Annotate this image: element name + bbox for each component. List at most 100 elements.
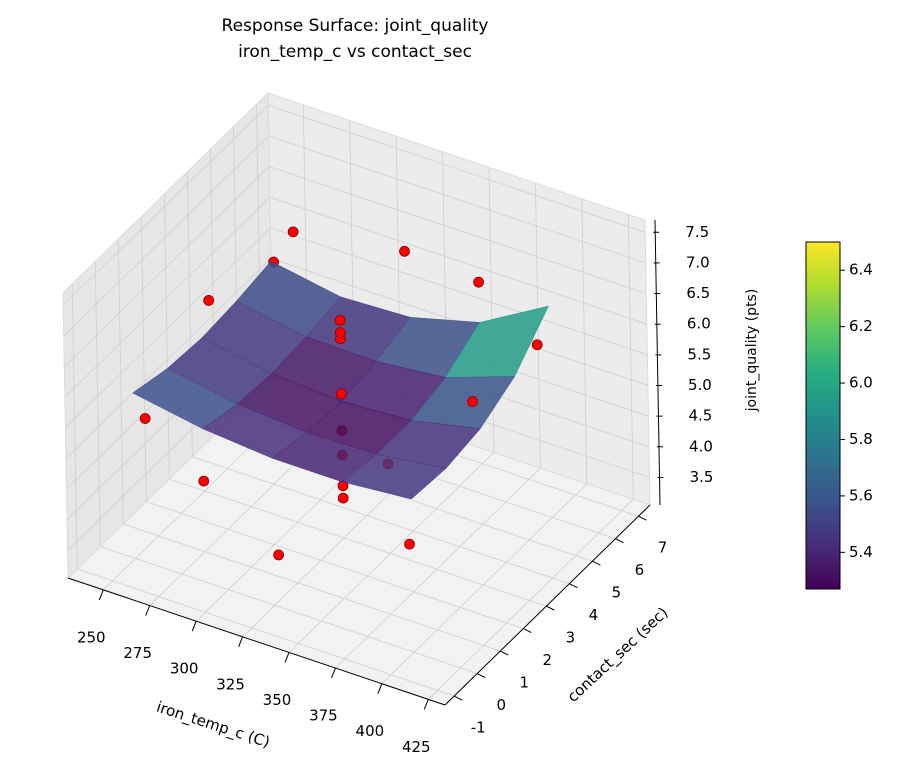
data-point bbox=[273, 549, 285, 561]
grid-line bbox=[94, 261, 101, 547]
y-tick-label: 2 bbox=[543, 651, 553, 669]
z-tick-label: 7.5 bbox=[685, 223, 709, 241]
y-tick bbox=[615, 538, 624, 544]
colorbar-tick-label: 5.8 bbox=[849, 430, 873, 448]
x-tick-label: 250 bbox=[77, 628, 106, 646]
surface-patch bbox=[341, 453, 447, 500]
y-tick-label: 6 bbox=[635, 561, 645, 579]
grid-line bbox=[64, 166, 270, 367]
grid-line bbox=[65, 258, 272, 459]
data-point bbox=[337, 492, 349, 504]
z-tick-label: 6.0 bbox=[687, 315, 711, 333]
x-tick-label: 375 bbox=[309, 707, 338, 725]
grid-line bbox=[270, 227, 648, 356]
chart-title: Response Surface: joint_quality bbox=[222, 16, 489, 36]
y-tick-label: 0 bbox=[496, 696, 506, 714]
colorbar-tick-label: 6.4 bbox=[849, 261, 873, 279]
grid-line bbox=[146, 501, 524, 629]
colorbar-gradient bbox=[805, 241, 841, 590]
z-tick-label: 6.5 bbox=[686, 284, 710, 302]
x-axis-label: iron_temp_c (C) bbox=[154, 698, 272, 753]
grid-line bbox=[71, 284, 78, 570]
x-tick bbox=[145, 605, 151, 616]
data-point bbox=[334, 314, 346, 326]
y-tick-label: -1 bbox=[471, 719, 486, 737]
data-point bbox=[334, 327, 346, 339]
data-point bbox=[139, 413, 151, 424]
colorbar-tick-label: 5.6 bbox=[849, 486, 873, 504]
x-axis bbox=[67, 577, 446, 706]
colorbar-tick-label: 6.2 bbox=[849, 317, 873, 335]
y-tick bbox=[523, 628, 532, 634]
grid-line bbox=[428, 499, 634, 700]
x-tick-label: 400 bbox=[356, 722, 385, 740]
x-tick-label: 325 bbox=[216, 675, 245, 693]
data-point bbox=[335, 388, 347, 400]
x-tick bbox=[98, 589, 104, 601]
y-tick-label: 4 bbox=[589, 606, 599, 624]
y-tick-label: 7 bbox=[658, 539, 668, 557]
grid-line bbox=[381, 483, 588, 685]
y-tick bbox=[592, 560, 601, 566]
data-point bbox=[473, 276, 484, 288]
grid-line bbox=[268, 135, 646, 264]
y-axis bbox=[444, 504, 651, 706]
x-tick-label: 300 bbox=[170, 660, 199, 678]
x-tick-label: 350 bbox=[263, 691, 292, 709]
y-tick bbox=[500, 650, 509, 656]
x-tick bbox=[191, 620, 197, 632]
colorbar: 5.4 5.6 5.8 6.0 6.2 6.4 bbox=[805, 241, 873, 590]
data-point bbox=[467, 396, 479, 407]
data-point bbox=[203, 295, 215, 306]
z-axis-label: joint_quality (pts) bbox=[744, 289, 760, 413]
grid-line bbox=[163, 194, 170, 480]
grid-line bbox=[269, 196, 647, 325]
z-tick-label: 7.0 bbox=[686, 253, 710, 271]
z-tick-label: 4.5 bbox=[689, 407, 713, 425]
y-tick-label: 1 bbox=[520, 674, 530, 692]
grid-line bbox=[288, 452, 495, 653]
grid-line bbox=[335, 467, 541, 669]
grid-line bbox=[268, 104, 646, 233]
grid-line bbox=[64, 196, 271, 398]
grid-line bbox=[77, 568, 455, 697]
colorbar-tick-label: 5.4 bbox=[849, 543, 873, 561]
x-tick bbox=[377, 683, 383, 694]
grid-line bbox=[192, 456, 570, 585]
grid-line bbox=[63, 135, 270, 337]
x-tick bbox=[284, 652, 290, 663]
data-point bbox=[287, 226, 299, 238]
z-tick-label: 5.5 bbox=[687, 345, 711, 363]
y-tick bbox=[546, 605, 555, 611]
grid-line bbox=[169, 478, 547, 607]
x-tick bbox=[238, 636, 244, 647]
data-point bbox=[399, 245, 410, 257]
data-point bbox=[198, 475, 210, 487]
grid-line bbox=[581, 198, 588, 484]
data-point bbox=[404, 538, 415, 550]
grid-line bbox=[100, 546, 478, 674]
z-tick-label: 4.0 bbox=[689, 437, 713, 455]
grid-line bbox=[140, 216, 147, 502]
grid-line bbox=[117, 239, 124, 525]
colorbar-tick-label: 6.0 bbox=[849, 374, 873, 392]
y-tick bbox=[638, 515, 647, 521]
grid-line bbox=[62, 104, 269, 306]
z-axis bbox=[654, 219, 661, 506]
z-tick-label: 5.0 bbox=[688, 376, 712, 394]
chart-subtitle: iron_temp_c vs contact_sec bbox=[238, 42, 472, 62]
x-tick bbox=[330, 667, 336, 679]
x-tick-label: 425 bbox=[402, 738, 431, 756]
y-tick-label: 5 bbox=[612, 584, 622, 602]
y-tick bbox=[453, 695, 463, 701]
y-axis-label: contact_sec (sec) bbox=[564, 603, 673, 706]
grid-line bbox=[269, 166, 647, 294]
x-tick bbox=[423, 699, 429, 710]
x-tick-label: 275 bbox=[123, 644, 152, 662]
y-tick bbox=[569, 583, 578, 589]
y-tick bbox=[477, 673, 486, 678]
z-tick-label: 3.5 bbox=[690, 468, 714, 486]
data-point bbox=[531, 339, 543, 351]
